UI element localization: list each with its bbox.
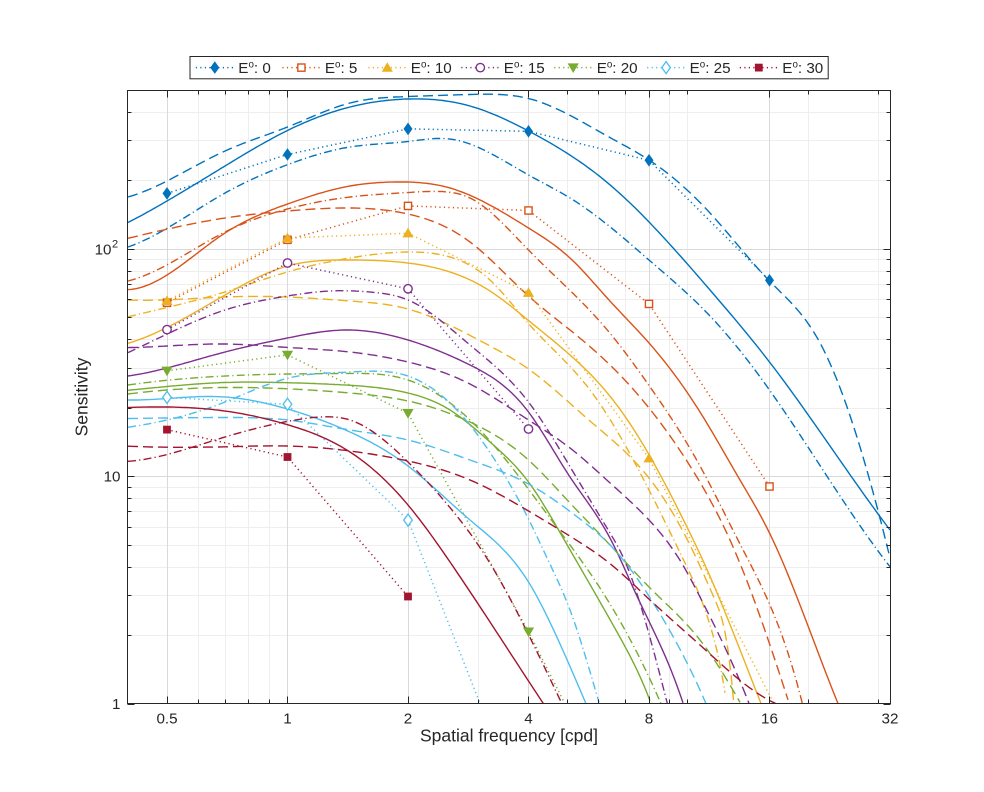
svg-text:Sensitivity: Sensitivity [72,357,92,436]
svg-text:Eo: 25: Eo: 25 [690,60,731,78]
svg-text:2: 2 [112,239,118,251]
svg-text:Eo: 20: Eo: 20 [597,60,638,78]
svg-text:1: 1 [283,711,291,728]
svg-text:10: 10 [95,242,112,259]
svg-text:16: 16 [761,711,778,728]
svg-text:Eo: 5: Eo: 5 [325,60,357,78]
svg-text:Eo: 30: Eo: 30 [782,60,823,78]
svg-text:0.5: 0.5 [156,711,177,728]
svg-text:2: 2 [404,711,412,728]
svg-text:Eo: 10: Eo: 10 [411,60,452,78]
svg-text:1: 1 [112,696,120,713]
svg-text:32: 32 [882,711,899,728]
svg-text:4: 4 [524,711,532,728]
svg-text:8: 8 [645,711,653,728]
svg-text:10: 10 [104,469,121,486]
svg-text:Spatial frequency [cpd]: Spatial frequency [cpd] [420,726,598,746]
svg-text:Eo: 15: Eo: 15 [504,60,545,78]
svg-text:Eo: 0: Eo: 0 [238,60,270,78]
